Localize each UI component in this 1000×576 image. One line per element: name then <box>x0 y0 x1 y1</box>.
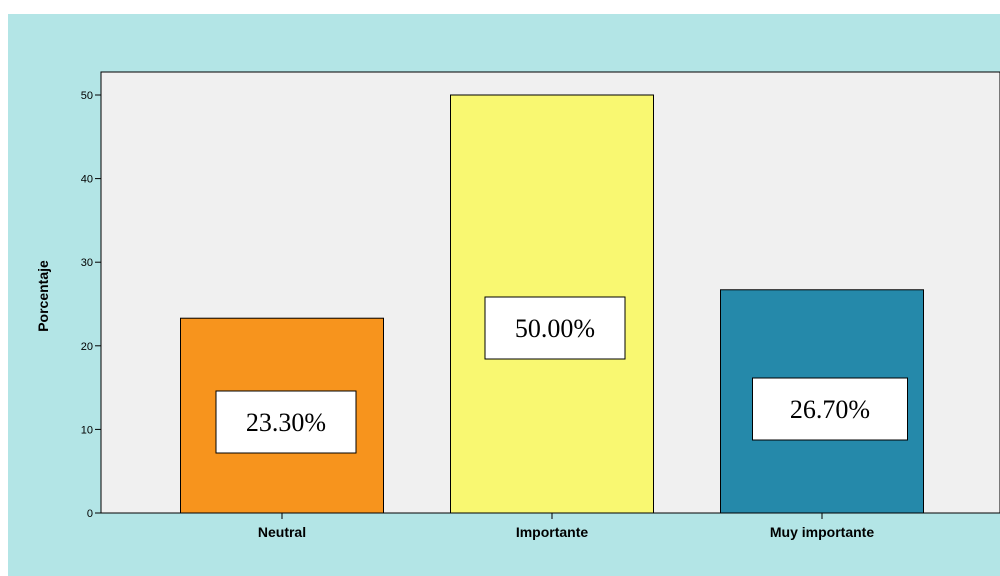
x-axis: Neutral Importante Muy importante <box>258 513 874 540</box>
data-label-box <box>752 377 908 441</box>
y-tick-label: 50 <box>81 90 93 102</box>
x-tick-label: Muy importante <box>770 524 874 540</box>
data-label-box <box>215 390 357 454</box>
y-tick-label: 40 <box>81 174 93 186</box>
data-label-box <box>484 296 626 360</box>
data-label: 23.30% <box>246 408 326 437</box>
data-label: 26.70% <box>790 395 870 424</box>
y-axis: 0 10 20 30 40 50 <box>81 90 101 520</box>
y-axis-title: Porcentaje <box>35 260 51 332</box>
y-tick-label: 0 <box>87 508 93 520</box>
data-labels-layer: 23.30% 50.00% 26.70% <box>215 296 908 454</box>
x-tick-label: Importante <box>516 524 589 540</box>
y-tick-label: 10 <box>81 424 93 436</box>
x-tick-label: Neutral <box>258 524 306 540</box>
y-tick-label: 20 <box>81 341 93 353</box>
data-label: 50.00% <box>515 314 595 343</box>
y-tick-label: 30 <box>81 257 93 269</box>
